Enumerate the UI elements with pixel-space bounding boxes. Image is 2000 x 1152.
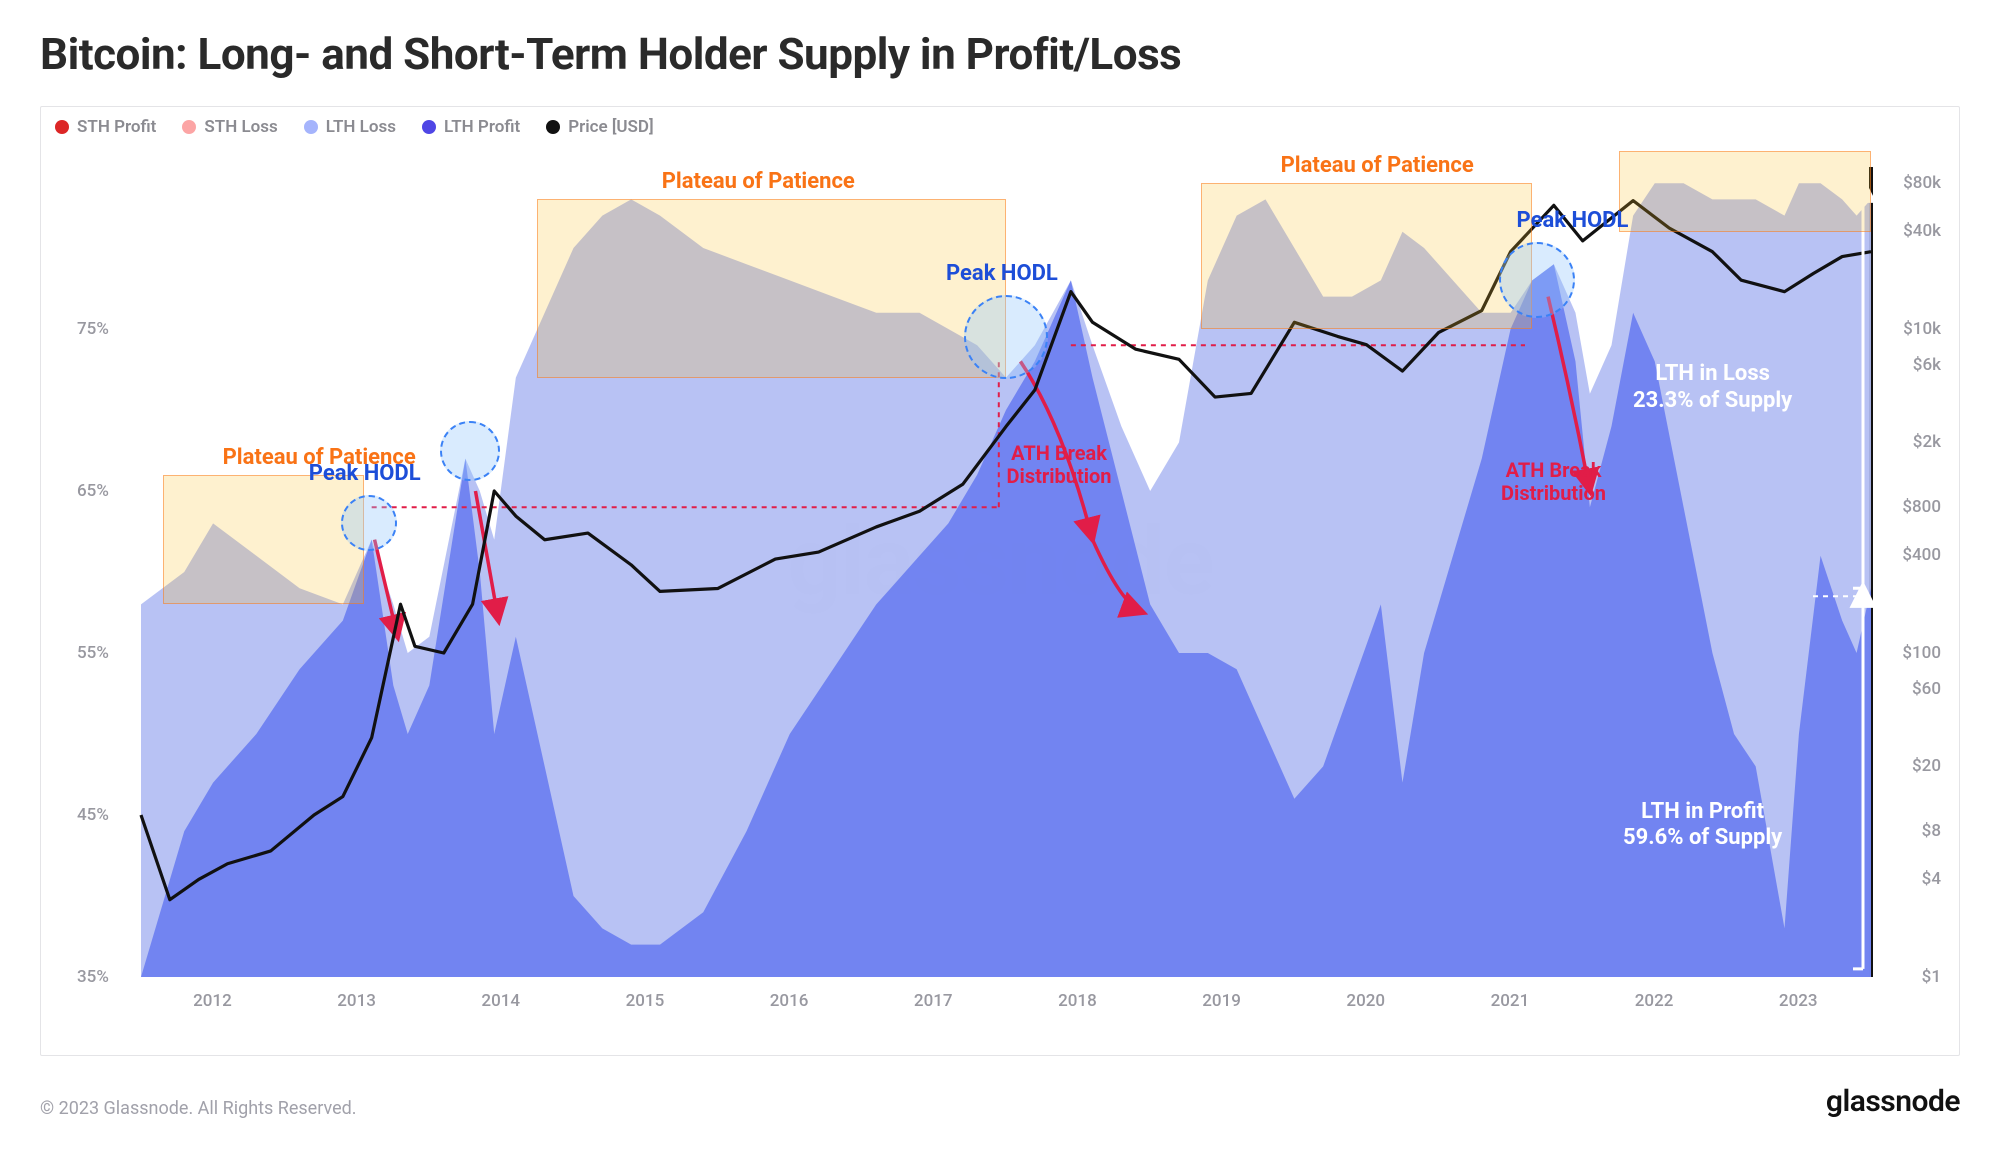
y-left-tick: 45% [77,805,109,825]
footer: © 2023 Glassnode. All Rights Reserved. g… [40,1084,1960,1119]
y-left-tick: 55% [77,643,109,663]
plateau-box [1201,183,1533,329]
y-right-tick: $800 [1902,497,1941,517]
y-right-tick: $400 [1902,545,1941,565]
ath-break-label: ATH BreakDistribution [1501,459,1606,505]
peak-hodl-marker [1499,242,1575,318]
x-tick: 2020 [1346,991,1385,1011]
plateau-box [537,199,1006,377]
x-tick: 2018 [1058,991,1097,1011]
ath-break-label: ATH BreakDistribution [1007,442,1112,488]
lth-loss-callout: LTH in Loss23.3% of Supply [1633,361,1792,414]
y-right-tick: $60 [1912,679,1941,699]
y-left-tick: 35% [77,967,109,987]
x-tick: 2023 [1779,991,1818,1011]
y-right-tick: $80k [1903,173,1941,193]
peak-hodl-marker [440,421,500,481]
x-tick: 2015 [626,991,665,1011]
brand-logo: glassnode [1826,1084,1960,1119]
y-right-tick: $10k [1903,319,1941,339]
x-tick: 2016 [770,991,809,1011]
y-right-tick: $1 [1922,967,1941,987]
peak-hodl-label: Peak HODL [309,461,421,486]
x-tick: 2022 [1635,991,1674,1011]
y-right-tick: $4 [1922,869,1941,889]
y-right-tick: $20 [1912,756,1941,776]
plateau-label: Plateau of Patience [1281,153,1474,178]
plateau-box [1619,151,1871,232]
y-right-tick: $2k [1913,432,1941,452]
lth-profit-callout: LTH in Profit59.6% of Supply [1623,799,1782,852]
x-tick: 2014 [481,991,520,1011]
peak-hodl-label: Peak HODL [1517,208,1629,233]
peak-hodl-label: Peak HODL [946,261,1058,286]
y-left-tick: 65% [77,481,109,501]
peak-hodl-marker [341,495,397,551]
chart-frame: STH Profit STH Loss LTH Loss LTH Profit … [40,106,1960,1056]
x-tick: 2012 [193,991,232,1011]
y-right-tick: $100 [1902,643,1941,663]
plateau-label: Plateau of Patience [662,169,855,194]
peak-hodl-marker [964,295,1048,379]
x-tick: 2013 [337,991,376,1011]
chart-title: Bitcoin: Long- and Short-Term Holder Sup… [40,28,1960,80]
x-tick: 2019 [1202,991,1241,1011]
y-left-tick: 75% [77,319,109,339]
copyright: © 2023 Glassnode. All Rights Reserved. [40,1098,357,1119]
y-right-tick: $40k [1903,221,1941,241]
x-tick: 2017 [914,991,953,1011]
y-right-tick: $6k [1913,355,1941,375]
y-right-tick: $8 [1922,821,1941,841]
plateau-box [163,475,365,605]
x-tick: 2021 [1491,991,1530,1011]
